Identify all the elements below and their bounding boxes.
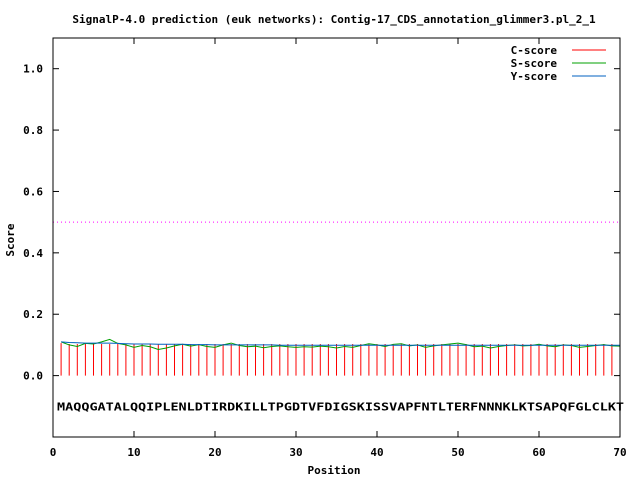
score-lines [60, 338, 621, 351]
legend-label: C-score [511, 44, 558, 57]
x-axis-ticks: 0 10 20 30 40 50 60 70 [50, 38, 627, 459]
y-axis-label: Score [4, 223, 17, 256]
x-tick-label: 30 [289, 446, 302, 459]
legend-label: S-score [511, 57, 558, 70]
sequence-text: MAQQGATALQQIPLENLDTIRDKILLTPGDTVFDIGSKIS… [57, 400, 624, 413]
c-score-stems [60, 343, 621, 376]
x-tick-label: 10 [127, 446, 140, 459]
x-tick-label: 70 [613, 446, 626, 459]
y-tick-label: 0.4 [23, 247, 43, 260]
x-tick-label: 0 [50, 446, 57, 459]
y-axis-ticks: 0.0 0.2 0.4 0.6 0.8 1.0 [23, 63, 620, 383]
x-tick-label: 50 [451, 446, 464, 459]
x-tick-label: 60 [532, 446, 545, 459]
plot-frame [52, 37, 621, 438]
y-tick-label: 0.2 [23, 308, 43, 321]
y-scoreline [61, 341, 620, 346]
x-tick-label: 40 [370, 446, 383, 459]
x-axis-label: Position [308, 464, 361, 477]
legend-label: Y-score [511, 70, 558, 83]
y-tick-label: 0.0 [23, 370, 43, 383]
chart-title: SignalP-4.0 prediction (euk networks): C… [72, 13, 596, 26]
y-tick-label: 0.6 [23, 185, 43, 198]
x-tick-label: 20 [208, 446, 221, 459]
y-tick-label: 1.0 [23, 63, 43, 76]
y-tick-label: 0.8 [23, 124, 43, 137]
